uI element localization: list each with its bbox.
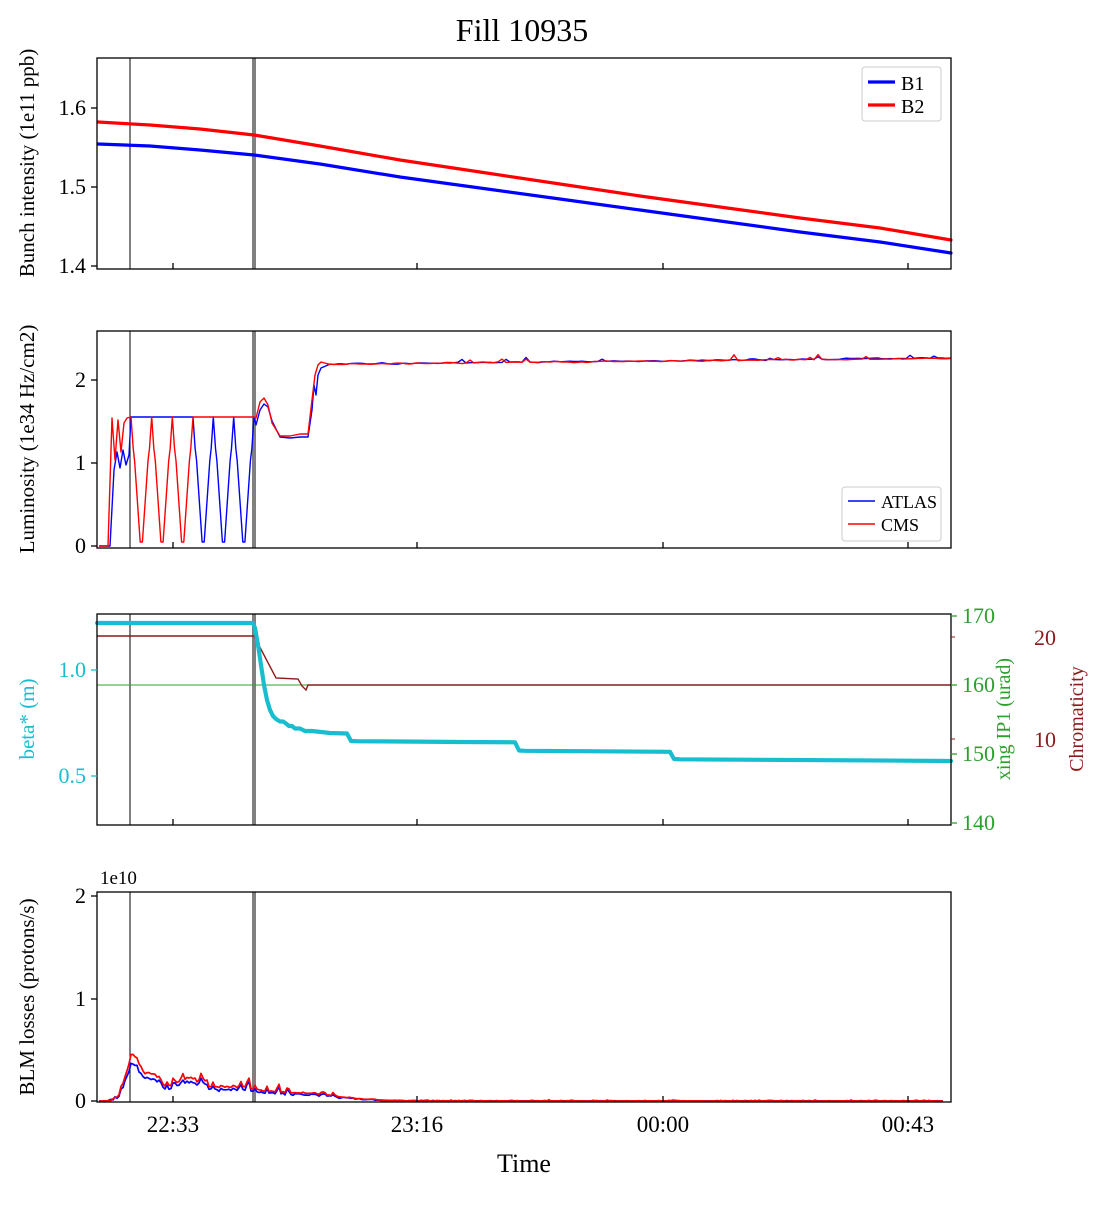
- svg-text:00:00: 00:00: [637, 1112, 689, 1137]
- svg-text:2: 2: [75, 883, 86, 908]
- svg-text:0: 0: [75, 1088, 86, 1113]
- svg-text:Luminosity (1e34 Hz/cm2): Luminosity (1e34 Hz/cm2): [15, 325, 39, 554]
- svg-text:CMS: CMS: [881, 515, 919, 535]
- svg-text:B2: B2: [901, 96, 924, 118]
- svg-text:1.5: 1.5: [59, 174, 87, 199]
- svg-text:1.6: 1.6: [59, 95, 87, 120]
- svg-text:Bunch intensity (1e11 ppb): Bunch intensity (1e11 ppb): [15, 49, 39, 277]
- svg-text:2: 2: [75, 367, 86, 392]
- svg-text:B1: B1: [901, 73, 924, 95]
- svg-text:ATLAS: ATLAS: [881, 492, 937, 512]
- svg-text:20: 20: [1034, 625, 1056, 650]
- svg-text:23:16: 23:16: [391, 1112, 443, 1137]
- svg-text:22:33: 22:33: [147, 1112, 199, 1137]
- svg-text:00:43: 00:43: [882, 1112, 934, 1137]
- svg-text:1.4: 1.4: [59, 253, 87, 278]
- svg-text:1.0: 1.0: [59, 657, 87, 682]
- svg-text:1: 1: [75, 986, 86, 1011]
- svg-text:Chromaticity: Chromaticity: [1066, 666, 1088, 772]
- svg-text:10: 10: [1034, 727, 1056, 752]
- svg-text:160: 160: [962, 672, 995, 697]
- svg-text:1e10: 1e10: [100, 868, 137, 889]
- svg-text:beta* (m): beta* (m): [15, 678, 39, 759]
- svg-text:0: 0: [75, 533, 86, 558]
- svg-text:Time: Time: [497, 1149, 551, 1178]
- svg-text:0.5: 0.5: [59, 763, 87, 788]
- svg-text:Fill 10935: Fill 10935: [456, 12, 588, 48]
- svg-text:170: 170: [962, 603, 995, 628]
- svg-text:140: 140: [962, 810, 995, 835]
- svg-text:BLM losses (protons/s): BLM losses (protons/s): [15, 898, 39, 1095]
- svg-text:1: 1: [75, 450, 86, 475]
- svg-text:150: 150: [962, 741, 995, 766]
- svg-text:xing IP1 (urad): xing IP1 (urad): [993, 658, 1015, 780]
